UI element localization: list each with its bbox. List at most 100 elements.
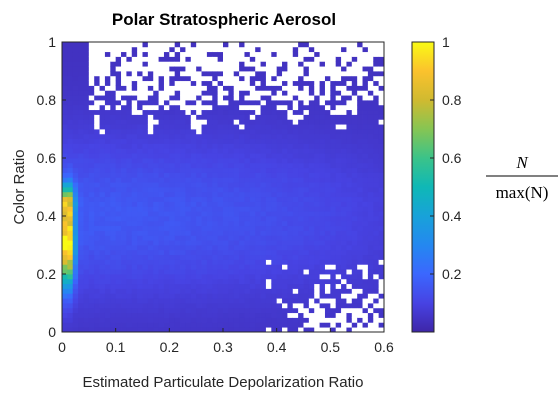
heatmap-cell — [180, 240, 186, 246]
heatmap-cell — [378, 249, 385, 256]
heatmap-cell — [62, 283, 68, 289]
heatmap-cell — [206, 85, 213, 91]
heatmap-cell — [314, 307, 320, 314]
heatmap-cell — [303, 317, 310, 323]
heatmap-cell — [367, 201, 374, 207]
heatmap-cell — [174, 46, 181, 53]
heatmap-cell — [357, 269, 363, 275]
heatmap-cell — [169, 85, 176, 91]
heatmap-cell — [373, 85, 380, 91]
heatmap-cell — [249, 104, 256, 111]
heatmap-cell — [99, 322, 106, 328]
heatmap-cell — [319, 254, 326, 260]
heatmap-cell — [83, 138, 90, 144]
heatmap-cell — [357, 148, 363, 154]
heatmap-cell — [260, 104, 267, 111]
heatmap-cell — [228, 143, 235, 149]
heatmap-cell — [378, 143, 385, 149]
heatmap-cell — [180, 95, 186, 101]
heatmap-cell — [217, 303, 224, 309]
heatmap-cell — [233, 172, 240, 178]
heatmap-cell — [357, 317, 363, 323]
heatmap-cell — [121, 220, 127, 227]
heatmap-cell — [260, 172, 267, 178]
heatmap-cell — [83, 143, 90, 149]
colorbar-tick-label: 0.8 — [442, 92, 462, 108]
heatmap-cell — [110, 206, 117, 212]
heatmap-cell — [223, 51, 229, 57]
heatmap-cell — [201, 201, 208, 207]
heatmap-cell — [196, 75, 202, 82]
heatmap-cell — [319, 312, 326, 318]
heatmap-cell — [373, 312, 380, 318]
heatmap-cell — [88, 230, 95, 236]
heatmap-cell — [72, 303, 79, 309]
heatmap-cell — [115, 216, 122, 222]
heatmap-cell — [330, 66, 337, 72]
heatmap-cell — [265, 138, 272, 144]
heatmap-cell — [104, 283, 111, 289]
heatmap-cell — [62, 206, 68, 212]
heatmap-cell — [206, 317, 213, 323]
heatmap-cell — [104, 298, 111, 304]
heatmap-cell — [99, 317, 106, 323]
heatmap-cell — [373, 133, 380, 140]
heatmap-cell — [196, 235, 202, 241]
heatmap-cell — [239, 307, 245, 314]
heatmap-cell — [324, 235, 331, 241]
heatmap-cell — [206, 187, 213, 193]
heatmap-cell — [298, 211, 304, 217]
heatmap-cell — [83, 42, 90, 48]
heatmap-cell — [174, 230, 181, 236]
heatmap-cell — [180, 225, 186, 231]
heatmap-cell — [83, 95, 90, 101]
heatmap-cell — [158, 148, 165, 154]
heatmap-cell — [367, 153, 374, 159]
heatmap-cell — [271, 104, 278, 111]
heatmap-cell — [228, 312, 235, 318]
heatmap-cell — [265, 303, 272, 309]
heatmap-cell — [239, 274, 245, 280]
heatmap-cell — [94, 119, 100, 125]
heatmap-cell — [83, 211, 90, 217]
heatmap-cell — [346, 162, 353, 169]
heatmap-cell — [94, 264, 100, 270]
heatmap-cell — [142, 100, 149, 106]
heatmap-cell — [142, 298, 149, 304]
heatmap-cell — [110, 288, 117, 294]
heatmap-cell — [115, 182, 122, 188]
heatmap-cell — [378, 206, 385, 212]
heatmap-cell — [223, 167, 229, 173]
heatmap-cell — [378, 211, 385, 217]
heatmap-cell — [335, 254, 342, 260]
heatmap-cell — [196, 269, 202, 275]
heatmap-cell — [137, 129, 143, 135]
heatmap-cell — [99, 274, 106, 280]
heatmap-cell — [292, 278, 299, 285]
heatmap-cell — [83, 191, 90, 198]
heatmap-cell — [282, 80, 288, 86]
heatmap-cell — [346, 225, 353, 231]
heatmap-cell — [346, 182, 353, 188]
heatmap-cell — [121, 211, 127, 217]
heatmap-cell — [147, 245, 154, 251]
heatmap-cell — [62, 264, 68, 270]
heatmap-cell — [276, 61, 283, 67]
heatmap-cell — [292, 206, 299, 212]
heatmap-cell — [271, 172, 278, 178]
heatmap-cell — [212, 46, 219, 53]
heatmap-cell — [341, 254, 347, 260]
heatmap-cell — [233, 133, 240, 140]
heatmap-cell — [62, 138, 68, 144]
heatmap-cell — [287, 278, 294, 285]
heatmap-cell — [99, 293, 106, 299]
heatmap-cell — [147, 216, 154, 222]
heatmap-cell — [362, 133, 369, 140]
heatmap-cell — [131, 51, 138, 57]
heatmap-cell — [67, 254, 74, 260]
heatmap-cell — [126, 104, 133, 111]
heatmap-cell — [314, 206, 320, 212]
heatmap-cell — [357, 85, 363, 91]
heatmap-cell — [217, 322, 224, 328]
heatmap-cell — [115, 51, 122, 57]
